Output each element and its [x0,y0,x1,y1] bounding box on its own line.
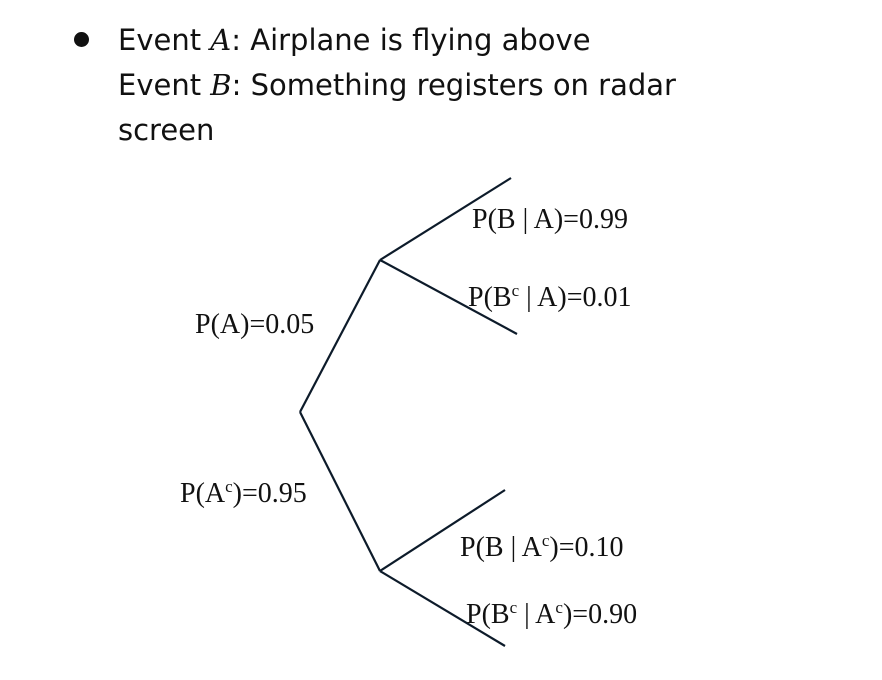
label-p-bc-given-ac-post: )=0.90 [563,599,637,630]
label-p-bc-given-a-post: | A)=0.01 [519,282,631,313]
label-p-b-given-ac-post: )=0.10 [549,532,623,563]
event-b-text: : Something registers on radar [231,68,676,102]
label-p-bc-given-ac-mid: | A [517,599,556,630]
label-p-b-given-ac-sup: c [542,531,550,550]
label-p-bc-given-a-pre: P(B [468,282,512,313]
event-b-definition: Event B: Something registers on radar [118,63,850,108]
event-a-variable: A [210,23,232,57]
edge-root-to-ac [299,411,381,572]
label-p-bc-given-ac: P(Bc | Ac)=0.90 [466,598,637,630]
event-b-prefix: Event [118,68,211,102]
event-b-continuation: screen [118,113,215,147]
label-p-ac-pre: P(A [180,478,226,509]
event-a-prefix: Event [118,23,211,57]
edge-root-to-a [299,259,381,413]
event-a-definition: Event A: Airplane is flying above [118,18,850,63]
edge-ac-to-b [379,489,506,572]
label-p-b-given-a-text: P(B | A)=0.99 [472,204,628,235]
event-a-text: : Airplane is flying above [231,23,591,57]
label-p-bc-given-a-sup: c [512,281,520,300]
label-p-a: P(A)=0.05 [195,309,314,340]
label-p-ac-post: )=0.95 [233,478,307,509]
label-p-bc-given-ac-sup1: c [510,598,518,617]
label-p-b-given-ac: P(B | Ac)=0.10 [460,531,624,563]
label-p-bc-given-ac-sup2: c [555,598,563,617]
edge-a-to-b [379,177,512,261]
event-definition-list: Event A: Airplane is flying above Event … [70,18,850,153]
label-p-bc-given-ac-pre: P(B [466,599,510,630]
event-b-variable: B [210,68,232,102]
label-p-bc-given-a: P(Bc | A)=0.01 [468,281,632,313]
edge-ac-to-bc [379,570,506,647]
label-p-a-text: P(A)=0.05 [195,309,314,340]
edge-a-to-bc [379,259,518,335]
bullet-dot-icon [74,32,89,47]
label-p-b-given-ac-pre: P(B | A [460,532,543,563]
bullet-body: Event A: Airplane is flying above Event … [118,18,850,153]
label-p-b-given-a: P(B | A)=0.99 [472,204,628,235]
label-p-ac: P(Ac)=0.95 [180,477,307,509]
label-p-ac-sup: c [225,477,233,496]
